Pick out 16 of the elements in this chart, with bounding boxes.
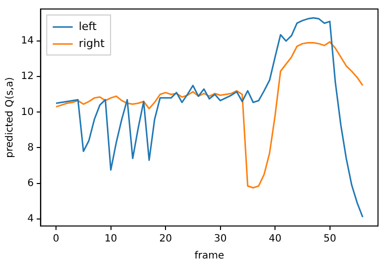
x-tick-label: 30 <box>214 234 227 245</box>
x-axis-title: frame <box>194 250 224 262</box>
y-tick-label: 6 <box>27 178 34 189</box>
y-tick-label: 12 <box>20 71 34 82</box>
y-tick-label: 8 <box>27 142 34 154</box>
x-tick-label: 40 <box>268 234 282 245</box>
y-tick-label: 10 <box>20 106 34 118</box>
legend-label: right <box>78 36 106 50</box>
y-tick-label: 14 <box>20 36 34 47</box>
x-tick-label: 20 <box>159 234 172 245</box>
x-tick-label: 50 <box>323 234 336 245</box>
y-axis-title: predicted Q(s,a) <box>4 77 16 158</box>
x-tick-label: 10 <box>104 234 118 245</box>
y-tick-label: 4 <box>27 213 34 224</box>
x-tick-label: 0 <box>52 234 60 245</box>
legend-label: left <box>78 20 98 33</box>
